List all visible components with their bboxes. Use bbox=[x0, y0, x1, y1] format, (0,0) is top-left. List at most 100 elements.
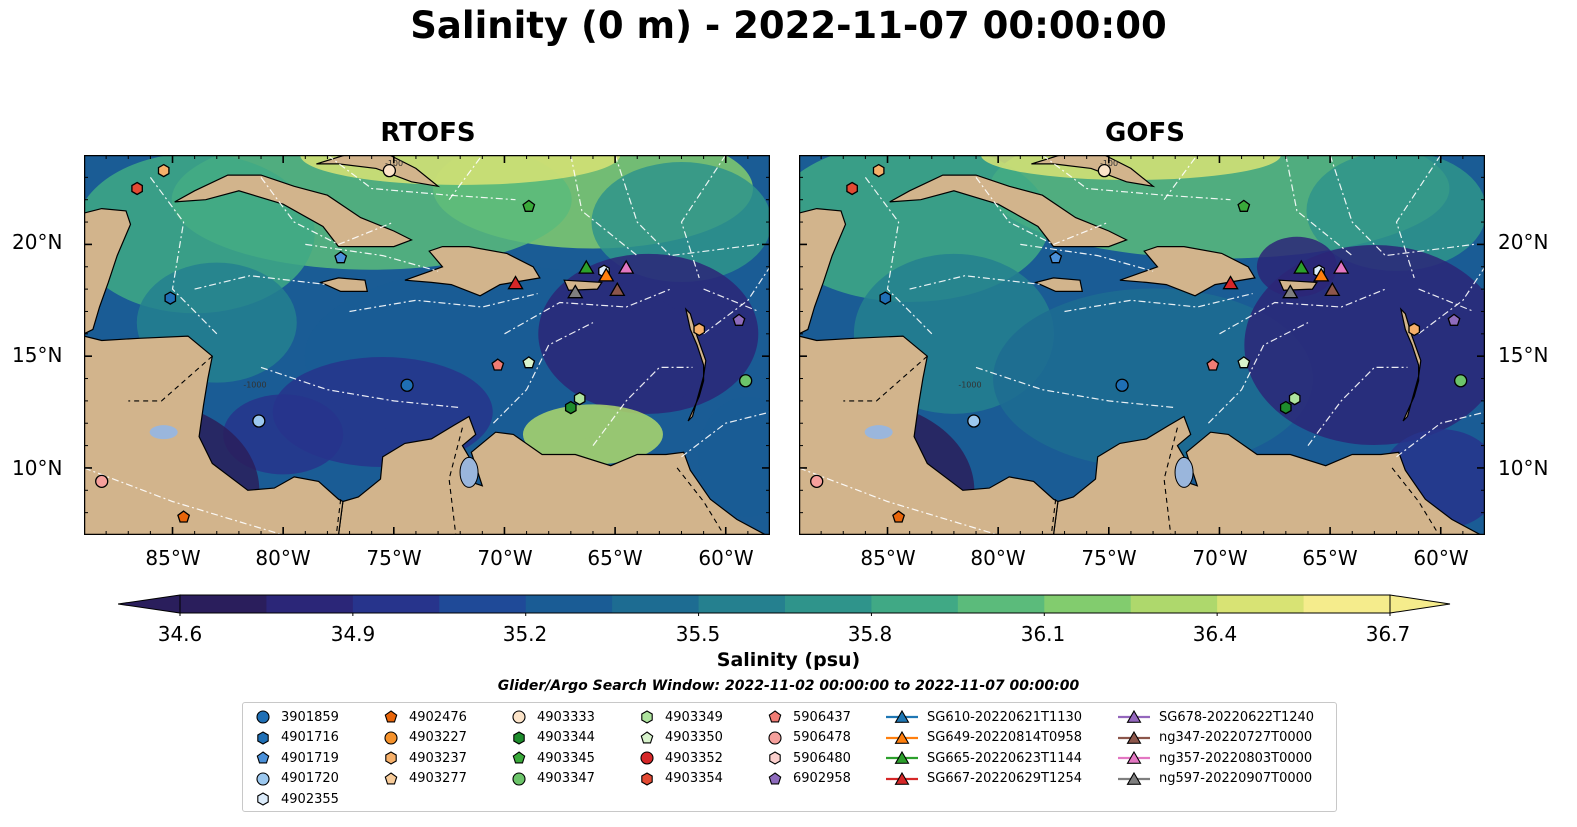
pentagon-marker-icon bbox=[512, 751, 526, 764]
glider-marker[interactable] bbox=[567, 284, 584, 299]
colorbar-segment bbox=[525, 595, 613, 613]
legend-label: 6902958 bbox=[793, 771, 851, 786]
legend-item[interactable]: 4903344 bbox=[509, 728, 595, 748]
legend-label: SG610-20220621T1130 bbox=[927, 709, 1083, 725]
argo-float-marker[interactable] bbox=[879, 291, 892, 305]
argo-float-marker[interactable] bbox=[573, 391, 586, 406]
argo-float-marker[interactable] bbox=[1454, 374, 1468, 388]
glider-marker[interactable] bbox=[617, 259, 635, 274]
colorbar-tick: 36.7 bbox=[1365, 622, 1411, 646]
argo-float-marker[interactable] bbox=[1115, 378, 1129, 392]
glider-marker[interactable] bbox=[1332, 259, 1350, 274]
legend-label: 4903354 bbox=[665, 771, 723, 786]
circle-marker-icon bbox=[256, 710, 270, 724]
argo-float-marker[interactable] bbox=[522, 199, 536, 212]
legend-item[interactable]: SG665-20220623T1144 bbox=[885, 748, 1082, 768]
legend-item[interactable]: 4903345 bbox=[509, 748, 595, 768]
legend-label: 4901716 bbox=[281, 730, 339, 745]
argo-float-marker[interactable] bbox=[1237, 356, 1251, 369]
legend-item[interactable]: 4903277 bbox=[381, 769, 467, 789]
legend-item[interactable]: 4903350 bbox=[637, 728, 723, 748]
argo-float-marker[interactable] bbox=[164, 291, 177, 305]
land-jamaica bbox=[318, 277, 369, 292]
eez-boundary bbox=[975, 177, 1110, 246]
eez-boundary bbox=[327, 155, 516, 201]
glider-marker[interactable] bbox=[507, 275, 524, 290]
legend-item[interactable]: SG678-20220622T1240 bbox=[1117, 707, 1314, 727]
legend-item[interactable]: 5906437 bbox=[765, 707, 851, 727]
argo-float-marker[interactable] bbox=[892, 510, 906, 523]
argo-float-marker[interactable] bbox=[732, 313, 746, 326]
argo-float-marker[interactable] bbox=[810, 474, 824, 489]
legend-item[interactable]: 4902476 bbox=[381, 707, 467, 727]
legend-item[interactable]: 4903237 bbox=[381, 748, 467, 768]
eez-boundary bbox=[592, 366, 693, 446]
eez-boundary bbox=[1163, 155, 1198, 201]
legend-item[interactable]: 4903333 bbox=[509, 707, 595, 727]
argo-float-marker[interactable] bbox=[564, 400, 577, 415]
legend-item[interactable]: 5906480 bbox=[765, 748, 851, 768]
colorbar-segment bbox=[439, 595, 527, 613]
eez-boundary bbox=[194, 275, 328, 290]
legend-item[interactable]: SG610-20220621T1130 bbox=[885, 707, 1082, 727]
legend-item[interactable]: SG649-20220814T0958 bbox=[885, 728, 1082, 748]
triangle-marker-icon bbox=[1118, 750, 1150, 764]
argo-float-marker[interactable] bbox=[157, 163, 170, 178]
argo-float-marker[interactable] bbox=[382, 163, 397, 178]
legend-label: ng357-20220803T0000 bbox=[1159, 750, 1313, 766]
glider-marker[interactable] bbox=[1282, 284, 1299, 299]
lat-label-20n-right: 20°N bbox=[1498, 230, 1549, 254]
legend-item[interactable]: 4903227 bbox=[381, 728, 467, 748]
glider-marker[interactable] bbox=[609, 281, 626, 297]
argo-float-marker[interactable] bbox=[252, 414, 266, 428]
glider-marker[interactable] bbox=[1324, 281, 1341, 297]
legend-item[interactable]: 6902958 bbox=[765, 769, 851, 789]
legend-item[interactable]: 4901716 bbox=[253, 728, 339, 748]
argo-float-marker[interactable] bbox=[693, 322, 706, 337]
legend-item[interactable]: SG667-20220629T1254 bbox=[885, 769, 1082, 789]
glider-marker[interactable] bbox=[1313, 267, 1330, 282]
eez-boundary bbox=[149, 177, 218, 335]
argo-float-marker[interactable] bbox=[1097, 163, 1112, 178]
legend-item[interactable]: 4903354 bbox=[637, 769, 723, 789]
gofs-map[interactable]: -100 -1000 bbox=[799, 155, 1485, 535]
legend-item[interactable]: 4903352 bbox=[637, 748, 723, 768]
argo-float-marker[interactable] bbox=[1447, 313, 1461, 326]
argo-float-marker[interactable] bbox=[334, 250, 348, 264]
argo-float-marker[interactable] bbox=[1049, 250, 1063, 264]
hexagon-marker-icon bbox=[769, 751, 781, 765]
legend-item[interactable]: ng347-20220727T0000 bbox=[1117, 728, 1312, 748]
argo-float-marker[interactable] bbox=[177, 510, 191, 523]
circle-marker-icon bbox=[640, 751, 654, 765]
legend-item[interactable]: 4903347 bbox=[509, 769, 595, 789]
glider-marker[interactable] bbox=[1293, 259, 1310, 274]
legend-item[interactable]: 4901720 bbox=[253, 769, 339, 789]
argo-float-marker[interactable] bbox=[1279, 400, 1292, 415]
argo-float-marker[interactable] bbox=[522, 356, 536, 369]
argo-float-marker[interactable] bbox=[95, 474, 109, 489]
colorbar-segment bbox=[871, 595, 959, 613]
legend-item[interactable]: 4903349 bbox=[637, 707, 723, 727]
rtofs-map[interactable]: -100 -1000 bbox=[84, 155, 770, 535]
argo-float-marker[interactable] bbox=[846, 181, 858, 196]
argo-float-marker[interactable] bbox=[739, 374, 753, 388]
glider-marker[interactable] bbox=[598, 267, 615, 282]
argo-float-marker[interactable] bbox=[1237, 199, 1251, 212]
legend-item[interactable]: 5906478 bbox=[765, 728, 851, 748]
argo-float-marker[interactable] bbox=[1288, 391, 1301, 406]
glider-marker[interactable] bbox=[578, 259, 595, 274]
glider-marker[interactable] bbox=[1222, 275, 1239, 290]
argo-float-marker[interactable] bbox=[872, 163, 885, 178]
argo-float-marker[interactable] bbox=[1206, 358, 1220, 371]
legend-item[interactable]: ng597-20220907T0000 bbox=[1117, 769, 1312, 789]
argo-float-marker[interactable] bbox=[1408, 322, 1421, 337]
argo-float-marker[interactable] bbox=[967, 414, 981, 428]
argo-float-marker[interactable] bbox=[131, 181, 143, 196]
argo-float-marker[interactable] bbox=[400, 378, 414, 392]
lat-label-15n-left: 15°N bbox=[12, 343, 63, 367]
legend-item[interactable]: 4902355 bbox=[253, 789, 339, 809]
legend-item[interactable]: 4901719 bbox=[253, 748, 339, 768]
legend-item[interactable]: ng357-20220803T0000 bbox=[1117, 748, 1312, 768]
legend-item[interactable]: 3901859 bbox=[253, 707, 339, 727]
argo-float-marker[interactable] bbox=[491, 358, 505, 371]
